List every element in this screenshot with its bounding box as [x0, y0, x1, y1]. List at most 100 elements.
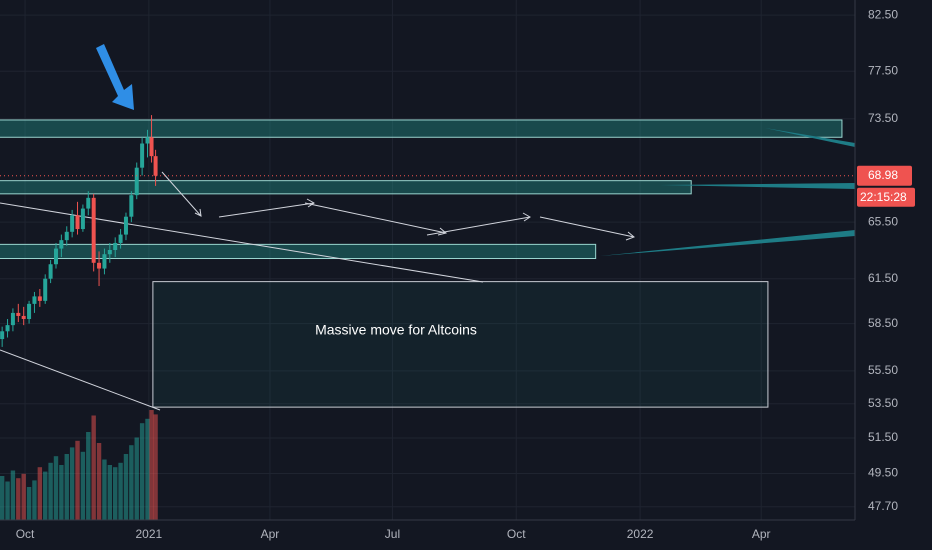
price-axis — [855, 0, 932, 550]
volume-bar — [53, 456, 59, 520]
y-tick-label: 47.70 — [868, 499, 898, 513]
x-tick-label: Jul — [385, 527, 400, 541]
candle-body — [48, 264, 53, 279]
candle-body — [37, 296, 42, 301]
candle-body — [21, 315, 26, 319]
volume-bar — [102, 459, 107, 520]
candle-body — [75, 215, 80, 230]
arrow-head — [625, 231, 635, 241]
y-tick-label: 77.50 — [868, 63, 898, 77]
candle-body — [145, 137, 150, 144]
last-price-tag — [857, 165, 912, 186]
projection-arrows — [161, 171, 635, 241]
extended-lines — [600, 128, 855, 256]
volume-bar — [59, 465, 64, 520]
volume-bar — [134, 437, 139, 520]
volume-bar — [69, 447, 75, 520]
y-tick-label: 55.50 — [868, 363, 898, 377]
volume-bar — [80, 451, 86, 520]
zone — [0, 180, 692, 195]
volume-bar — [26, 487, 32, 520]
zone — [0, 119, 843, 138]
candles — [0, 115, 158, 347]
volume-bar — [86, 432, 91, 520]
volume-bar — [43, 471, 48, 520]
volume-bar — [75, 440, 80, 520]
y-tick-label: 51.50 — [868, 430, 898, 444]
volume-bar — [32, 480, 37, 520]
annotation-box — [152, 281, 769, 408]
candle-body — [59, 240, 64, 249]
y-tick-label: 53.50 — [868, 396, 898, 410]
x-tick-label: Oct — [16, 527, 35, 541]
arrow — [218, 202, 315, 218]
y-tick-label: 58.50 — [868, 316, 898, 330]
volume-bar — [37, 467, 43, 520]
candle-body — [10, 312, 15, 326]
candle-body — [70, 215, 75, 232]
arrow-head — [522, 212, 531, 222]
volume-bar — [10, 470, 16, 520]
countdown-label: 22:15:28 — [860, 190, 907, 204]
volume-bar — [21, 473, 26, 520]
candle-body — [134, 167, 139, 196]
annotation-label: Massive move for Altcoins — [315, 322, 477, 338]
volume-bar — [96, 443, 102, 520]
volume — [0, 410, 158, 520]
candle-body — [129, 195, 134, 217]
volume-bar — [64, 454, 69, 520]
candle-body — [107, 249, 112, 255]
volume-bar — [139, 423, 145, 520]
volume-bar — [149, 410, 154, 520]
volume-bar — [107, 465, 113, 520]
countdown-tag — [857, 187, 915, 207]
trend-line — [0, 349, 161, 411]
volume-bar — [0, 476, 5, 520]
arrow-head — [194, 208, 202, 217]
x-tick-label: 2021 — [135, 527, 162, 541]
y-tick-label: 61.50 — [868, 271, 898, 285]
volume-bar — [153, 414, 158, 520]
candle-body — [27, 303, 32, 319]
candle-body — [32, 296, 37, 304]
volume-bar — [118, 462, 123, 520]
candle-body — [153, 156, 158, 176]
candle-body — [97, 262, 102, 269]
trend-line — [0, 202, 484, 283]
candle-body — [118, 234, 123, 243]
candle-body — [140, 143, 145, 168]
volume-bar — [16, 478, 21, 520]
candle-body — [102, 254, 107, 269]
candle-body — [149, 137, 154, 157]
volume-bar — [113, 467, 118, 520]
candle-body — [0, 331, 5, 340]
x-tick-label: 2022 — [627, 527, 654, 541]
x-tick-label: Apr — [752, 527, 771, 541]
arrow — [304, 202, 447, 234]
arrow-head — [437, 227, 448, 236]
candle-body — [80, 208, 85, 230]
x-tick-label: Apr — [261, 527, 280, 541]
volume-bar — [145, 418, 150, 520]
extended-line — [765, 128, 855, 147]
arrow-head — [306, 198, 315, 208]
candle-body — [43, 278, 48, 301]
arrow — [426, 216, 531, 236]
extended-line — [660, 183, 855, 189]
y-tick-label: 73.50 — [868, 111, 898, 125]
volume-bar — [91, 415, 96, 520]
extended-line — [600, 230, 855, 256]
arrow — [161, 171, 202, 217]
last-price-label: 68.98 — [868, 168, 898, 182]
arrow — [539, 216, 635, 238]
volume-bar — [5, 481, 10, 520]
candle-body — [113, 242, 118, 250]
axes: 82.50 77.50 73.50 65.50 61.50 58.50 55.50 53.50… — [0, 7, 915, 541]
zones: Massive move for Altcoins — [0, 119, 843, 408]
volume-bar — [129, 445, 134, 520]
volume-bar — [48, 462, 53, 520]
candle-body — [64, 231, 69, 241]
